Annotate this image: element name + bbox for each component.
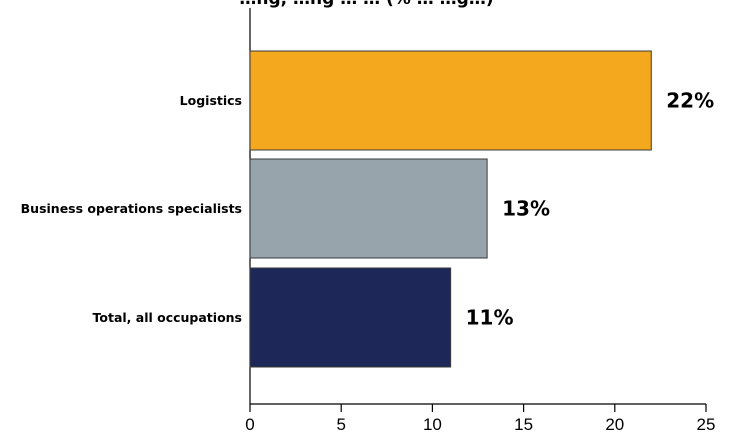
- bars-group: Logistics 22% Business operations speciali…: [21, 50, 714, 368]
- x-tick-label-1: 5: [336, 415, 345, 434]
- x-tick-label-5: 25: [697, 415, 716, 434]
- data-label-2: 11%: [466, 306, 514, 330]
- data-label-0: 22%: [666, 89, 714, 113]
- category-label-1: Business operations specialists: [21, 201, 242, 216]
- x-tick-label-3: 15: [514, 415, 533, 434]
- chart-title-cropped: …ng, …ng … … (% … …g…): [0, 0, 733, 9]
- x-ticks-group: 0 5 10 15 20 25: [245, 404, 715, 434]
- x-tick-label-2: 10: [423, 415, 442, 434]
- category-label-2: Total, all occupations: [93, 310, 242, 325]
- x-tick-label-4: 20: [605, 415, 624, 434]
- data-label-1: 13%: [502, 197, 550, 221]
- bar-2: [249, 267, 452, 368]
- category-label-0: Logistics: [180, 93, 242, 108]
- x-tick-label-0: 0: [245, 415, 254, 434]
- bar-0: [249, 50, 652, 151]
- bar-1: [249, 158, 488, 259]
